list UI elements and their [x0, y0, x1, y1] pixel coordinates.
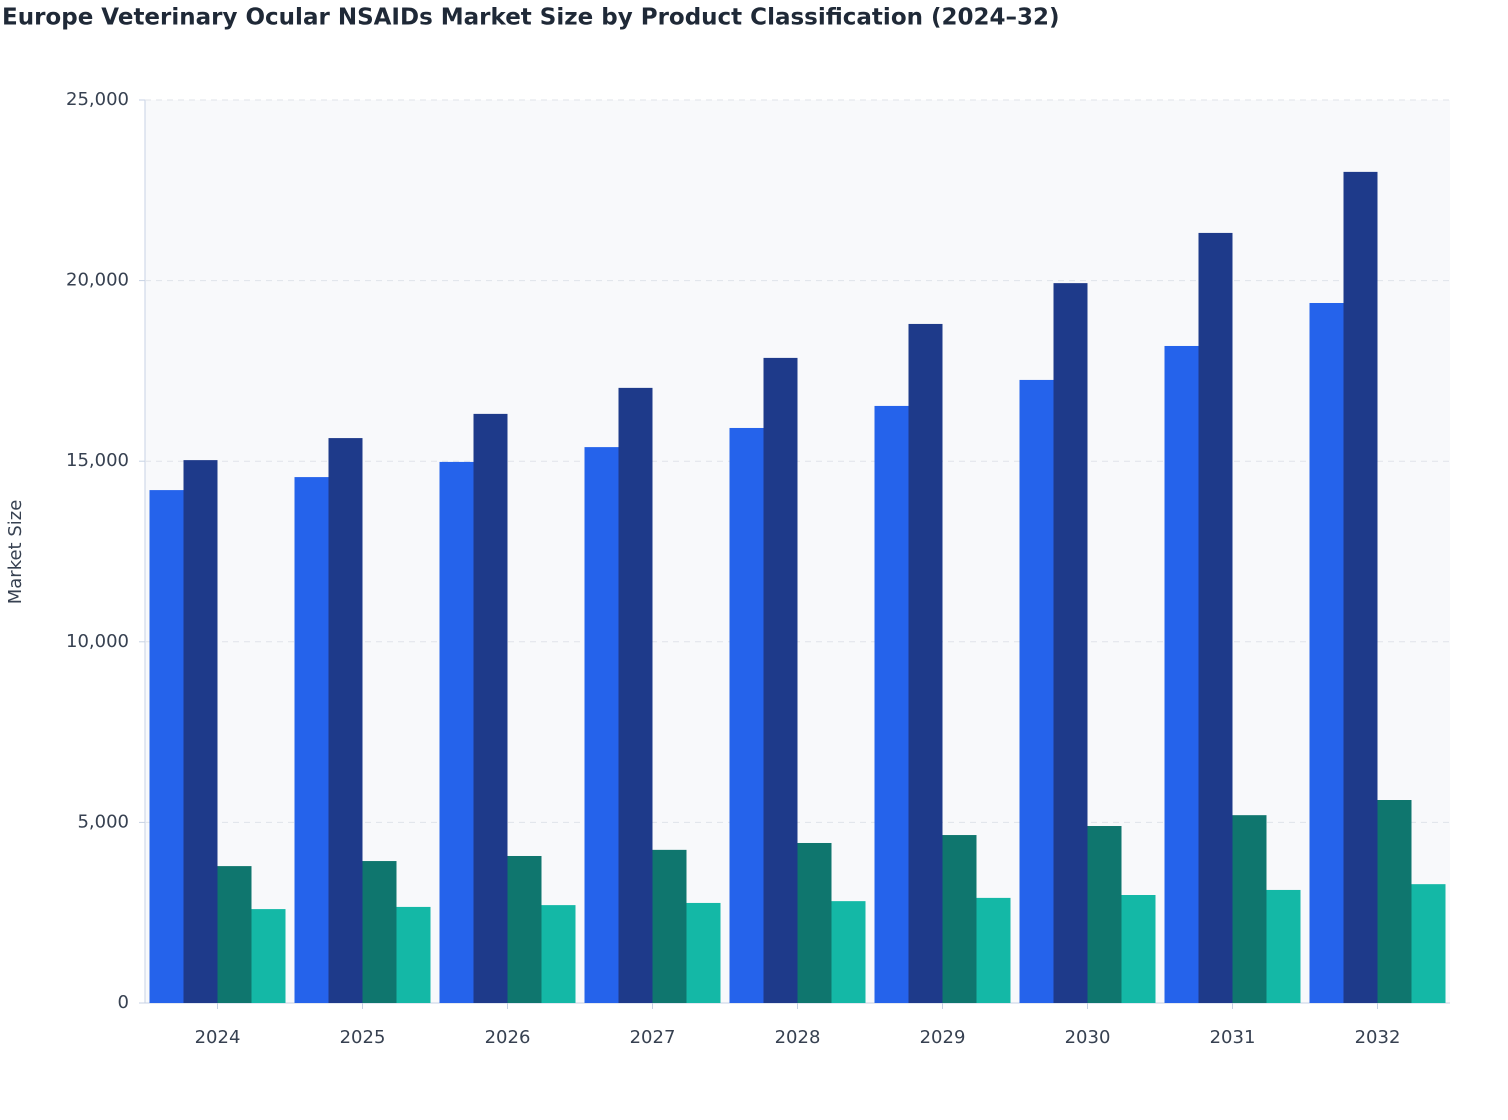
x-tick-label: 2029	[920, 1027, 966, 1048]
x-tick-label: 2030	[1065, 1027, 1111, 1048]
bar	[618, 387, 653, 1003]
bar	[294, 477, 329, 1004]
bar	[831, 901, 866, 1003]
bar	[1019, 379, 1054, 1003]
bar	[1087, 826, 1122, 1003]
y-tick-label: 25,000	[66, 89, 129, 110]
x-tick-label: 2025	[340, 1027, 386, 1048]
bar	[1053, 283, 1088, 1003]
bar	[396, 906, 431, 1003]
bar	[328, 438, 363, 1003]
y-tick-label: 0	[118, 992, 129, 1013]
bar	[763, 357, 798, 1003]
bar	[217, 866, 252, 1003]
bar	[908, 323, 943, 1004]
x-tick-label: 2027	[630, 1027, 676, 1048]
x-tick-label: 2032	[1355, 1027, 1401, 1048]
y-tick-label: 15,000	[66, 450, 129, 471]
x-tick-label: 2024	[195, 1027, 241, 1048]
bar	[942, 835, 977, 1003]
bar	[251, 909, 286, 1003]
bar	[652, 849, 687, 1003]
bar	[362, 861, 397, 1003]
bar	[1232, 815, 1267, 1003]
bar	[1411, 884, 1446, 1003]
bar	[976, 897, 1011, 1003]
bar	[729, 427, 764, 1003]
chart-title: Europe Veterinary Ocular NSAIDs Market S…	[2, 5, 1060, 31]
x-tick-label: 2026	[485, 1027, 531, 1048]
bar	[507, 855, 542, 1003]
bar	[149, 490, 184, 1003]
bar	[1343, 171, 1378, 1004]
bar	[584, 447, 619, 1004]
x-tick-label: 2028	[775, 1027, 821, 1048]
x-tick-label: 2031	[1210, 1027, 1256, 1048]
bar	[1121, 895, 1156, 1003]
bar	[797, 842, 832, 1003]
y-tick-label: 20,000	[66, 270, 129, 291]
bar	[1377, 800, 1412, 1003]
y-tick-label: 10,000	[66, 631, 129, 652]
bar	[1164, 345, 1199, 1004]
bar	[541, 905, 576, 1003]
bar	[439, 461, 474, 1004]
bar	[1309, 302, 1344, 1003]
bar	[183, 460, 218, 1003]
bar	[874, 405, 909, 1003]
bar	[1266, 889, 1301, 1003]
bar	[473, 413, 508, 1003]
y-axis-label: Market Size	[5, 500, 26, 605]
bar	[1198, 232, 1233, 1003]
y-tick-label: 5,000	[77, 811, 129, 832]
bar	[686, 902, 721, 1003]
